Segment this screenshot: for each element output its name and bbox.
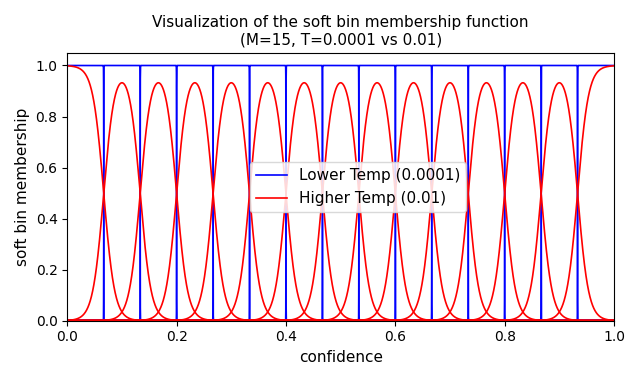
Line: Higher Temp (0.01): Higher Temp (0.01) bbox=[67, 66, 614, 321]
Lower Temp (0.0001) bbox=[392, 318, 399, 323]
Title: Visualization of the soft bin membership function
(M=15, T=0.0001 vs 0.01): Visualization of the soft bin membership… bbox=[152, 15, 529, 48]
Lower Temp (0.0001) bbox=[273, 318, 280, 323]
Lower Temp (0.0001) bbox=[513, 318, 521, 323]
Higher Temp (0.01) bbox=[163, 318, 170, 323]
Higher Temp (0.01) bbox=[273, 318, 280, 323]
Y-axis label: soft bin membership: soft bin membership bbox=[15, 108, 30, 266]
Higher Temp (0.01) bbox=[391, 318, 399, 323]
X-axis label: confidence: confidence bbox=[299, 350, 383, 365]
Lower Temp (0.0001) bbox=[63, 63, 71, 68]
Higher Temp (0.01) bbox=[419, 318, 427, 323]
Lower Temp (0.0001) bbox=[163, 318, 170, 323]
Lower Temp (0.0001) bbox=[139, 318, 147, 323]
Lower Temp (0.0001) bbox=[610, 318, 618, 323]
Higher Temp (0.01) bbox=[513, 318, 520, 323]
Lower Temp (0.0001) bbox=[472, 318, 479, 323]
Higher Temp (0.01) bbox=[63, 63, 71, 68]
Higher Temp (0.01) bbox=[610, 318, 618, 323]
Higher Temp (0.01) bbox=[472, 318, 479, 323]
Legend: Lower Temp (0.0001), Higher Temp (0.01): Lower Temp (0.0001), Higher Temp (0.01) bbox=[250, 162, 467, 212]
Line: Lower Temp (0.0001): Lower Temp (0.0001) bbox=[67, 65, 614, 321]
Lower Temp (0.0001) bbox=[419, 318, 427, 323]
